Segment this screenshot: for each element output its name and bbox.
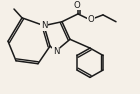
Text: N: N: [53, 47, 59, 56]
Text: O: O: [88, 15, 94, 24]
Text: N: N: [41, 21, 47, 30]
Text: O: O: [74, 1, 80, 10]
